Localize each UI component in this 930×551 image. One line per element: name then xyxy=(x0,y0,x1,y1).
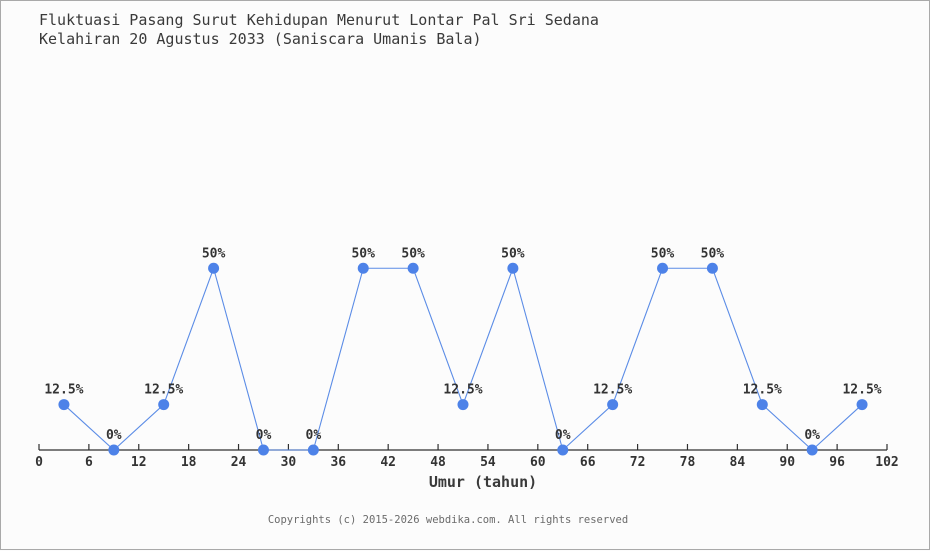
x-tick-label: 24 xyxy=(231,455,247,470)
data-point-label: 12.5% xyxy=(842,383,881,398)
data-point-label: 50% xyxy=(701,246,725,261)
data-point-label: 12.5% xyxy=(144,383,183,398)
data-point-label: 12.5% xyxy=(443,383,482,398)
data-point xyxy=(158,399,170,411)
chart-title-line2: Kelahiran 20 Agustus 2033 (Saniscara Uma… xyxy=(39,30,482,48)
x-tick-label: 0 xyxy=(35,455,43,470)
x-tick-label: 84 xyxy=(730,455,746,470)
copyright-footer: Copyrights (c) 2015-2026 webdika.com. Al… xyxy=(267,514,629,526)
data-point xyxy=(706,262,718,274)
data-point-label: 12.5% xyxy=(44,383,83,398)
data-point-label: 0% xyxy=(306,428,322,443)
data-point xyxy=(756,399,768,411)
data-point xyxy=(806,444,818,456)
data-point-label: 50% xyxy=(651,246,675,261)
x-tick-label: 102 xyxy=(875,455,898,470)
data-point xyxy=(58,399,70,411)
data-point xyxy=(856,399,868,411)
chart-title: Fluktuasi Pasang Surut Kehidupan Menurut… xyxy=(39,11,599,49)
x-tick-label: 48 xyxy=(430,455,446,470)
data-point xyxy=(607,399,619,411)
x-tick-label: 90 xyxy=(779,455,795,470)
data-point-label: 0% xyxy=(804,428,820,443)
data-point xyxy=(507,262,519,274)
data-point xyxy=(557,444,569,456)
data-point xyxy=(457,399,469,411)
data-point xyxy=(657,262,669,274)
x-tick-label: 36 xyxy=(330,455,346,470)
data-point xyxy=(108,444,120,456)
data-point xyxy=(257,444,269,456)
series-line xyxy=(63,266,863,452)
x-tick-label: 18 xyxy=(181,455,197,470)
data-point-label: 50% xyxy=(401,246,425,261)
data-point-label: 50% xyxy=(202,246,226,261)
data-point-label: 50% xyxy=(351,246,375,261)
chart-title-line1: Fluktuasi Pasang Surut Kehidupan Menurut… xyxy=(39,11,599,29)
data-point-label: 0% xyxy=(256,428,272,443)
data-point xyxy=(307,444,319,456)
x-tick-label: 96 xyxy=(829,455,845,470)
data-point-label: 12.5% xyxy=(593,383,632,398)
data-point xyxy=(407,262,419,274)
data-point-label: 12.5% xyxy=(743,383,782,398)
data-point-label: 0% xyxy=(555,428,571,443)
x-tick-label: 42 xyxy=(380,455,396,470)
data-point-label: 0% xyxy=(106,428,122,443)
data-point xyxy=(208,262,220,274)
data-point-label: 50% xyxy=(501,246,525,261)
x-tick-label: 60 xyxy=(530,455,546,470)
x-tick-label: 30 xyxy=(281,455,297,470)
x-tick-label: 12 xyxy=(131,455,147,470)
x-tick-label: 72 xyxy=(630,455,646,470)
x-axis-title: Umur (tahun) xyxy=(428,473,538,491)
x-tick-label: 78 xyxy=(680,455,696,470)
x-tick-label: 54 xyxy=(480,455,496,470)
x-tick-label: 66 xyxy=(580,455,596,470)
data-point xyxy=(357,262,369,274)
x-tick-label: 6 xyxy=(85,455,93,470)
